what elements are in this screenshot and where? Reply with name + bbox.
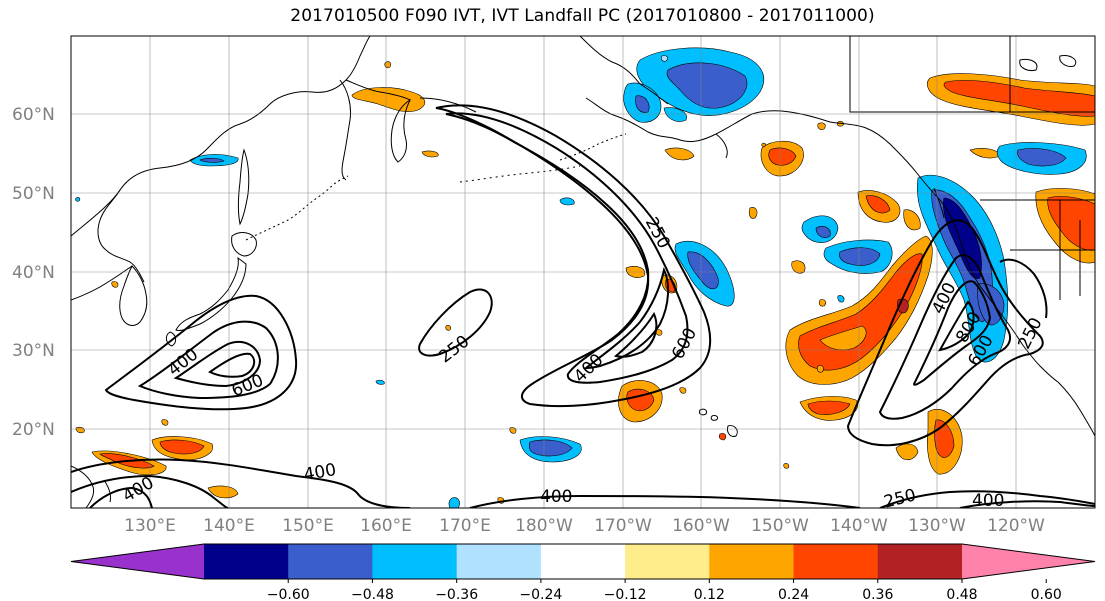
colorbar-segment bbox=[793, 544, 879, 579]
colorbar-extend-max bbox=[962, 544, 1095, 579]
lon-label: 170°W bbox=[594, 516, 652, 536]
colorbar-tick-label: −0.12 bbox=[604, 587, 647, 601]
lat-label-30n: 30°N bbox=[12, 341, 55, 361]
contour-label: 250 bbox=[882, 485, 918, 512]
colorbar-segment bbox=[540, 544, 626, 579]
colorbar-segment bbox=[709, 544, 795, 579]
lon-label: 140°W bbox=[830, 516, 888, 536]
lon-label: 180°W bbox=[515, 516, 573, 536]
ivt-contours bbox=[71, 104, 1095, 508]
lon-label: 150°E bbox=[282, 516, 334, 536]
colorbar-tick-label: −0.36 bbox=[435, 587, 478, 601]
lat-label-60n: 60°N bbox=[12, 105, 55, 125]
lon-label: 170°E bbox=[439, 516, 491, 536]
latitude-axis: 60°N 50°N 40°N 30°N 20°N bbox=[12, 105, 55, 440]
graticule bbox=[71, 36, 1095, 508]
colorbar-tick-label: 0.36 bbox=[862, 587, 893, 601]
colorbar-outline bbox=[70, 543, 1096, 580]
lon-label: 130°W bbox=[908, 516, 966, 536]
lon-label: 160°W bbox=[672, 516, 730, 536]
lon-label: 130°E bbox=[124, 516, 176, 536]
longitude-axis: 130°E 140°E 150°E 160°E 170°E 180°W 170°… bbox=[124, 516, 1045, 536]
colorbar-segment bbox=[372, 544, 458, 579]
colorbar: −0.60 −0.48 −0.36 −0.24 −0.12 0.12 0.24 0.36 0.4… bbox=[70, 543, 1096, 601]
colorbar-segment bbox=[456, 544, 542, 579]
contour-label: 400 bbox=[540, 487, 572, 507]
colorbar-tick-label: 0.60 bbox=[1031, 587, 1062, 601]
colorbar-segment bbox=[204, 544, 289, 579]
colorbar-tick-label: −0.24 bbox=[519, 587, 562, 601]
lon-label: 150°W bbox=[751, 516, 809, 536]
lat-label-50n: 50°N bbox=[12, 184, 55, 204]
colorbar-tick-label: −0.48 bbox=[351, 587, 394, 601]
lon-label: 120°W bbox=[987, 516, 1045, 536]
map-title: 2017010500 F090 IVT, IVT Landfall PC (20… bbox=[290, 6, 875, 26]
lat-label-40n: 40°N bbox=[12, 263, 55, 283]
map-frame bbox=[70, 35, 1096, 509]
colorbar-segment bbox=[877, 544, 963, 579]
colorbar-tick-label: 0.12 bbox=[694, 587, 725, 601]
colorbar-segment bbox=[625, 544, 710, 579]
lat-label-20n: 20°N bbox=[12, 420, 55, 440]
colorbar-tick-label: 0.48 bbox=[946, 587, 977, 601]
colorbar-extend-min bbox=[71, 544, 204, 579]
colorbar-segment bbox=[288, 544, 373, 579]
contour-label: 400 bbox=[972, 491, 1004, 511]
lon-label: 140°E bbox=[203, 516, 255, 536]
colorbar-tick-label: 0.24 bbox=[778, 587, 809, 601]
colorbar-tick-label: −0.60 bbox=[267, 587, 310, 601]
lon-label: 160°E bbox=[360, 516, 412, 536]
